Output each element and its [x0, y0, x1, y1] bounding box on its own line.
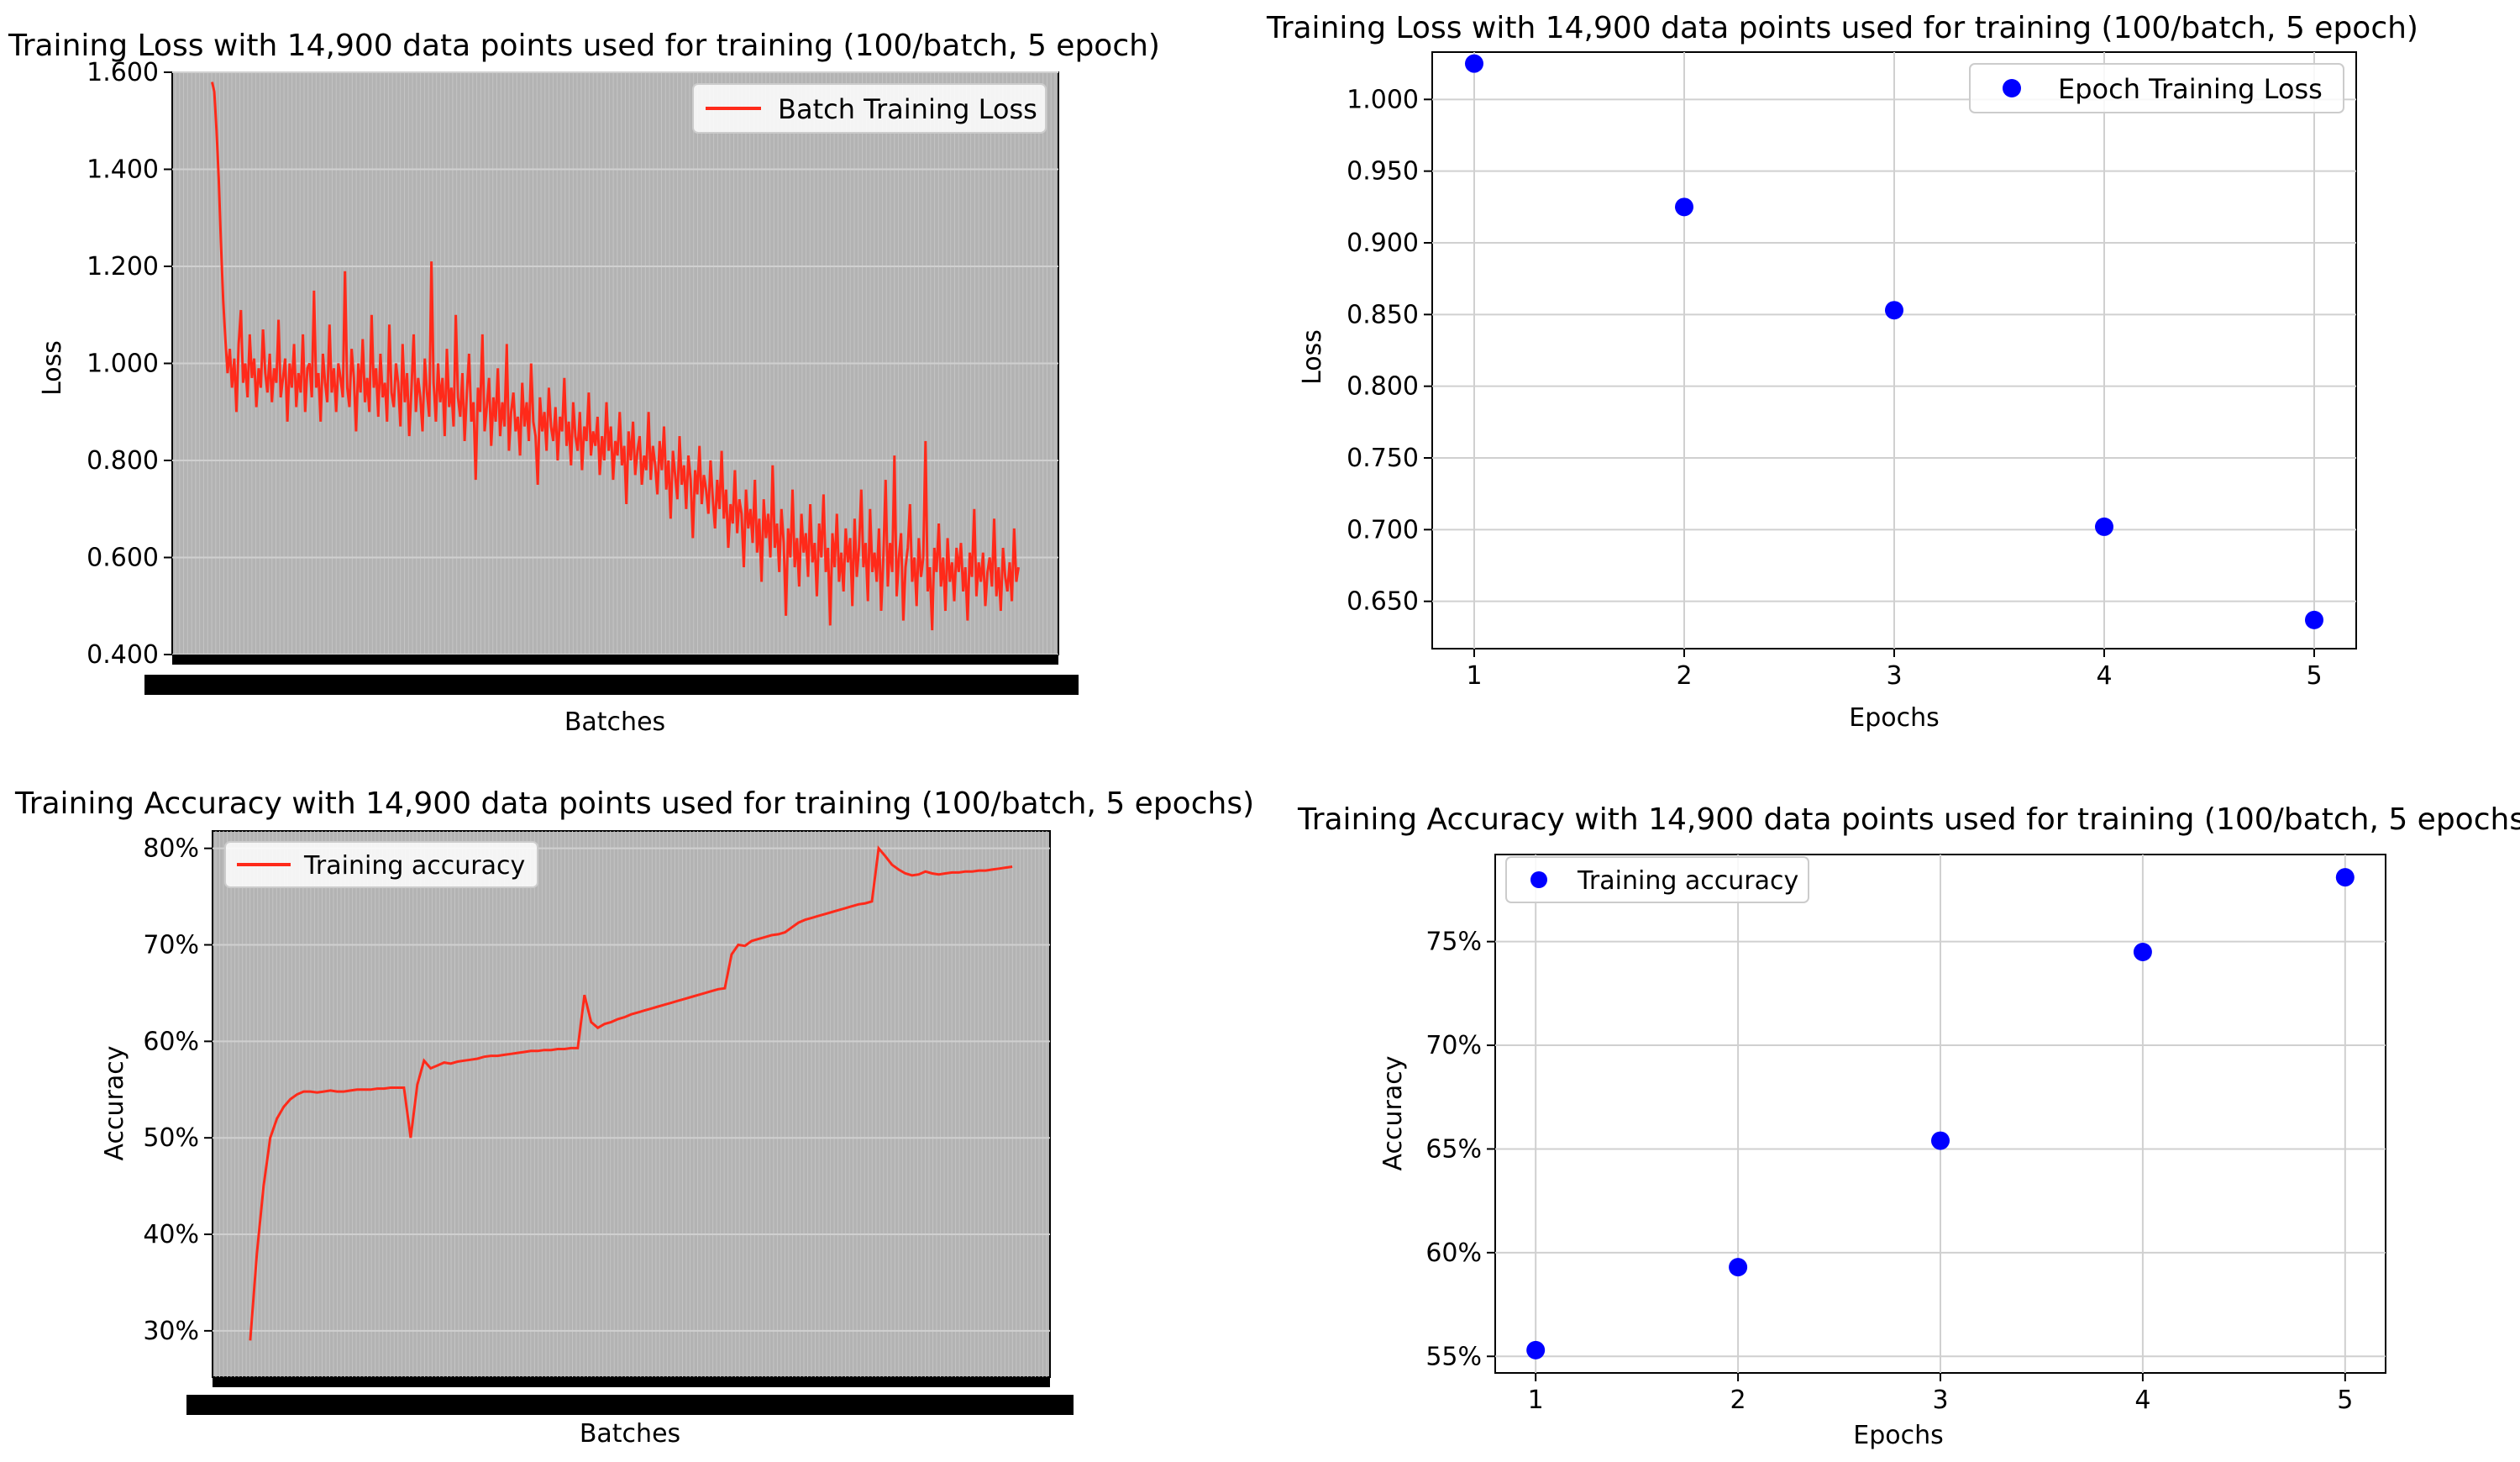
data-point: [1931, 1131, 1950, 1150]
x-axis-label: Batches: [580, 1419, 680, 1449]
batch-tick-label-band: [213, 1377, 1050, 1387]
data-point: [2095, 517, 2113, 536]
x-tick-label: 4: [2096, 661, 2112, 691]
legend-label: Epoch Training Loss: [2058, 73, 2323, 105]
legend-label: Batch Training Loss: [778, 93, 1037, 125]
x-axis-ticks: 1 2 3 4 5: [1528, 1373, 2353, 1415]
chart-title: Training Accuracy with 14,900 data point…: [1297, 802, 2520, 837]
series-points-epoch-training-loss: [1465, 54, 2323, 629]
y-axis-label: Loss: [38, 340, 67, 396]
y-axis-label: Accuracy: [1378, 1056, 1408, 1171]
data-point: [1729, 1258, 1748, 1277]
x-tick-label: 5: [2306, 661, 2322, 691]
y-tick-label: 50%: [143, 1123, 199, 1153]
y-tick-label: 1.000: [1347, 85, 1419, 114]
y-tick-label: 30%: [143, 1317, 199, 1346]
batch-accuracy-chart: Training Accuracy with 14,900 data point…: [14, 786, 1254, 1449]
y-tick-label: 1.000: [87, 350, 159, 379]
legend: Training accuracy: [1505, 856, 1809, 903]
y-axis-ticks: 0.400 0.600 0.800 1.000 1.200 1.400 1.600: [87, 58, 172, 670]
plot-area: [212, 830, 1051, 1378]
batch-grid-lines: [215, 831, 1047, 1377]
x-tick-label: 5: [2337, 1386, 2353, 1415]
x-tick-label: 2: [1730, 1386, 1746, 1415]
data-point: [1526, 1340, 1546, 1359]
y-tick-label: 0.900: [1347, 229, 1419, 258]
x-axis-label: Batches: [564, 707, 665, 737]
epoch-accuracy-chart: Training Accuracy with 14,900 data point…: [1297, 802, 2520, 1450]
series-line-batch-training-loss: [211, 82, 1020, 631]
x-tick-label: 1: [1466, 661, 1482, 691]
y-tick-label: 0.750: [1347, 444, 1419, 473]
y-tick-label: 1.400: [87, 155, 159, 185]
horizontal-grid-lines: [213, 847, 1050, 1332]
x-axis-ticks: 1 2 3 4 5: [1466, 649, 2323, 691]
y-tick-label: 65%: [1425, 1134, 1482, 1164]
data-point: [1465, 54, 1483, 73]
y-axis-ticks: 55% 60% 65% 70% 75%: [1425, 928, 1495, 1371]
data-point: [2133, 942, 2152, 961]
data-point: [2335, 868, 2355, 887]
y-tick-label: 1.600: [87, 58, 159, 87]
series-points-training-accuracy: [1526, 868, 2355, 1359]
batch-tick-label-band: [186, 1395, 1074, 1415]
y-tick-label: 0.700: [1347, 515, 1419, 544]
legend-label: Training accuracy: [1577, 866, 1798, 896]
data-point: [1675, 197, 1693, 217]
legend-label: Training accuracy: [303, 851, 525, 881]
y-tick-label: 55%: [1425, 1342, 1482, 1371]
y-tick-label: 0.400: [87, 640, 159, 670]
series-line-training-accuracy: [249, 845, 1013, 1341]
y-tick-label: 0.800: [87, 446, 159, 476]
y-tick-label: 0.950: [1347, 157, 1419, 187]
y-tick-label: 80%: [143, 834, 199, 864]
y-tick-label: 60%: [1425, 1238, 1482, 1268]
x-axis-label: Epochs: [1849, 703, 1940, 733]
legend: Epoch Training Loss: [1969, 63, 2344, 113]
x-axis-label: Epochs: [1853, 1421, 1944, 1450]
chart-title: Training Loss with 14,900 data points us…: [1266, 11, 2418, 45]
y-tick-label: 1.200: [87, 252, 159, 281]
x-tick-label: 1: [1528, 1386, 1544, 1415]
x-tick-label: 4: [2134, 1386, 2150, 1415]
batch-tick-label-band: [172, 655, 1058, 665]
y-axis-ticks: 30% 40% 50% 60% 70% 80%: [143, 834, 213, 1346]
x-tick-label: 3: [1886, 661, 1902, 691]
y-axis-ticks: 0.650 0.700 0.750 0.800 0.850 0.900 0.950 1.000: [1347, 85, 1432, 617]
legend: Batch Training Loss: [692, 83, 1047, 134]
x-tick-label: 2: [1676, 661, 1692, 691]
y-tick-label: 0.600: [87, 544, 159, 573]
y-tick-label: 40%: [143, 1220, 199, 1249]
y-tick-label: 70%: [1425, 1031, 1482, 1060]
legend-swatch: [1530, 871, 1547, 888]
y-tick-label: 70%: [143, 931, 199, 960]
data-point: [2305, 610, 2323, 629]
epoch-loss-chart: Training Loss with 14,900 data points us…: [1266, 11, 2418, 733]
y-tick-label: 60%: [143, 1027, 199, 1056]
chart-title: Training Accuracy with 14,900 data point…: [14, 786, 1254, 821]
x-tick-label: 3: [1932, 1386, 1948, 1415]
batch-loss-chart: Training Loss with 14,900 data points us…: [8, 29, 1160, 737]
y-axis-label: Loss: [1298, 329, 1327, 385]
y-tick-label: 0.800: [1347, 372, 1419, 402]
data-point: [1885, 301, 1903, 320]
legend: Training accuracy: [224, 841, 538, 888]
chart-title: Training Loss with 14,900 data points us…: [8, 29, 1160, 63]
y-tick-label: 0.650: [1347, 587, 1419, 617]
legend-swatch: [2003, 79, 2021, 97]
y-tick-label: 0.850: [1347, 300, 1419, 329]
y-axis-label: Accuracy: [100, 1046, 129, 1161]
batch-tick-label-band: [144, 675, 1079, 695]
y-tick-label: 75%: [1425, 928, 1482, 957]
